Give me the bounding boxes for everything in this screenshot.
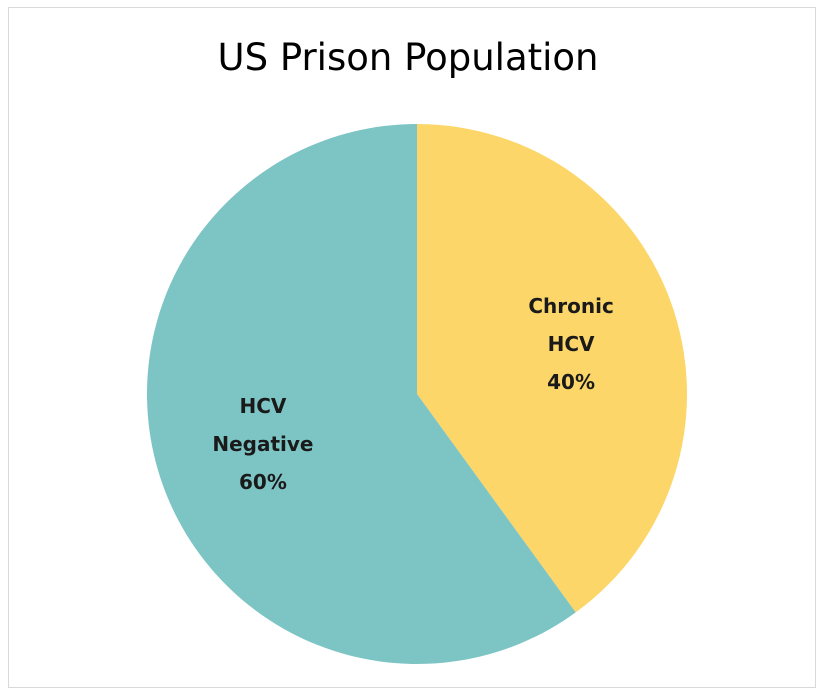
data-label-line: HCV	[548, 332, 595, 356]
data-label-line: Chronic	[528, 294, 613, 318]
pie-slice-hcv-negative	[147, 124, 576, 664]
pie-labels: Chronic HCV 40% HCV Negative 60%	[212, 294, 613, 494]
pie-slices	[147, 124, 688, 664]
data-label-line: Negative	[212, 432, 313, 456]
pie-slice-chronic-hcv	[417, 124, 688, 613]
data-label-chronic-hcv: Chronic HCV 40%	[528, 294, 613, 394]
data-label-line: 60%	[239, 470, 287, 494]
data-label-line: HCV	[239, 394, 286, 418]
data-label-line: 40%	[547, 370, 595, 394]
data-label-hcv-negative: HCV Negative 60%	[212, 394, 313, 494]
chart-title: US Prison Population	[217, 36, 599, 79]
